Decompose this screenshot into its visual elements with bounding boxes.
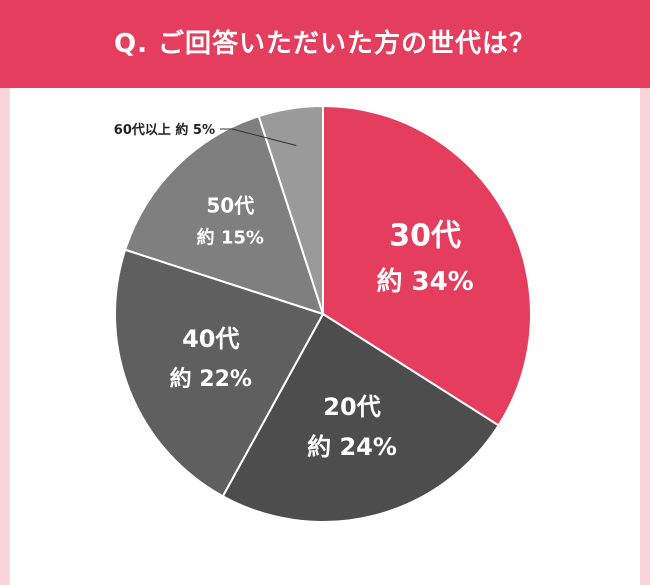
slice-value-label: 約 15%	[197, 227, 264, 249]
slice-value-label: 約 34%	[376, 266, 473, 297]
pie-slice	[322, 104, 532, 427]
header-bar	[0, 0, 650, 88]
slice-category-label: 30代	[389, 218, 461, 253]
slice-value-label: 約 24%	[307, 433, 397, 461]
pie-slice	[257, 104, 324, 315]
pie-slice	[123, 114, 325, 316]
small-slice-label: 60代以上 約 5%	[114, 122, 215, 138]
slice-category-label: 20代	[323, 393, 380, 421]
pie-slice	[221, 312, 501, 523]
pie-slice	[114, 248, 325, 498]
leader-line	[220, 128, 297, 146]
pie-slices	[114, 104, 532, 523]
chart-panel: 30代約 34% 20代約 24% 40代約 22% 50代約 15% 60代以上 約 …	[10, 88, 640, 585]
slice-category-label: 50代	[206, 193, 254, 217]
slice-category-label: 40代	[182, 325, 239, 353]
question-title: Q. ご回答いただいた方の世代は？	[113, 29, 537, 59]
slice-value-label: 約 22%	[170, 366, 252, 392]
